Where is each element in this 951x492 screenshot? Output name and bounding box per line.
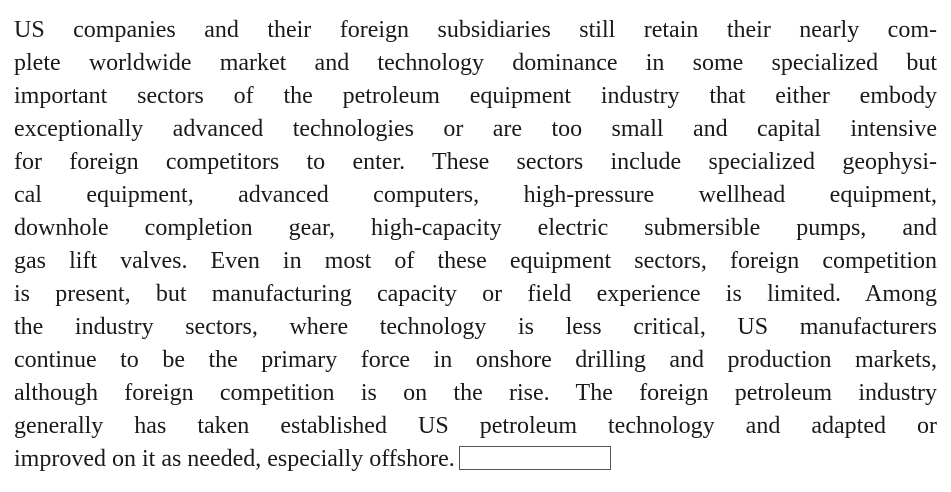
empty-box	[458, 446, 611, 470]
line-text: improved on it as needed, especially off…	[14, 446, 455, 472]
line-text: although foreign competition is on the r…	[14, 380, 937, 406]
line-text: the industry sectors, where technology i…	[14, 314, 937, 340]
text-line: continue to be the primary force in onsh…	[14, 344, 937, 377]
line-text: is present, but manufacturing capacity o…	[14, 281, 937, 307]
text-line: US companies and their foreign subsidiar…	[14, 14, 937, 47]
text-line: cal equipment, advanced computers, high-…	[14, 179, 937, 212]
text-line: generally has taken established US petro…	[14, 410, 937, 443]
text-line: although foreign competition is on the r…	[14, 377, 937, 410]
line-text: exceptionally advanced technologies or a…	[14, 116, 937, 142]
line-text: plete worldwide market and technology do…	[14, 50, 937, 76]
line-text: downhole completion gear, high-capacity …	[14, 215, 937, 241]
text-line: plete worldwide market and technology do…	[14, 47, 937, 80]
line-text: for foreign competitors to enter. These …	[14, 149, 937, 175]
line-text: generally has taken established US petro…	[14, 413, 937, 439]
text-line: improved on it as needed, especially off…	[14, 443, 937, 476]
line-text: continue to be the primary force in onsh…	[14, 347, 937, 373]
line-text: gas lift valves. Even in most of these e…	[14, 248, 937, 274]
text-line: gas lift valves. Even in most of these e…	[14, 245, 937, 278]
text-line: important sectors of the petroleum equip…	[14, 80, 937, 113]
line-text: US companies and their foreign subsidiar…	[14, 17, 937, 43]
text-line: exceptionally advanced technologies or a…	[14, 113, 937, 146]
text-line: downhole completion gear, high-capacity …	[14, 212, 937, 245]
text-line: is present, but manufacturing capacity o…	[14, 278, 937, 311]
text-line: for foreign competitors to enter. These …	[14, 146, 937, 179]
text-line: the industry sectors, where technology i…	[14, 311, 937, 344]
line-text: important sectors of the petroleum equip…	[14, 83, 937, 109]
line-text: cal equipment, advanced computers, high-…	[14, 182, 937, 208]
paragraph: US companies and their foreign subsidiar…	[14, 14, 937, 476]
